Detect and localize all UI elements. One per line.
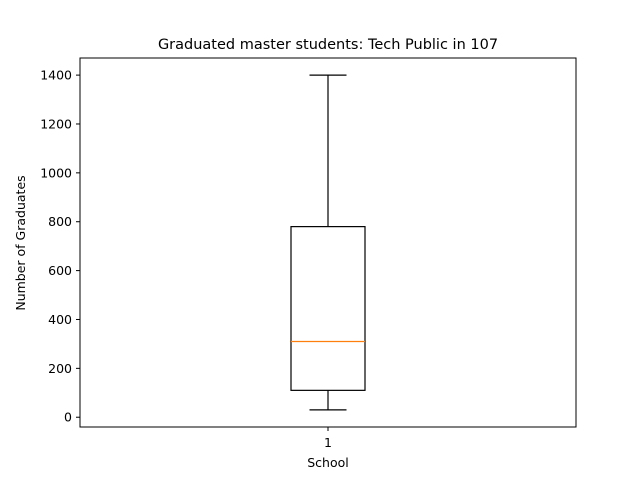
y-tick-label: 400	[48, 312, 72, 327]
y-axis-label: Number of Graduates	[13, 175, 28, 310]
chart-title: Graduated master students: Tech Public i…	[158, 37, 498, 53]
box-iqr	[290, 226, 366, 391]
y-tick-label: 600	[48, 263, 72, 278]
y-tick-label: 1000	[40, 165, 72, 180]
plot-area: 0 200 400 600 800 1000 1200 1400 1	[40, 57, 577, 450]
y-tick-label: 800	[48, 214, 72, 229]
y-tick-label: 1400	[40, 68, 72, 83]
y-tick-label: 0	[64, 410, 72, 425]
y-tick-label: 1200	[40, 116, 72, 131]
y-tick-label: 200	[48, 361, 72, 376]
x-axis-label: School	[307, 455, 349, 470]
x-tick-label: 1	[324, 435, 332, 450]
